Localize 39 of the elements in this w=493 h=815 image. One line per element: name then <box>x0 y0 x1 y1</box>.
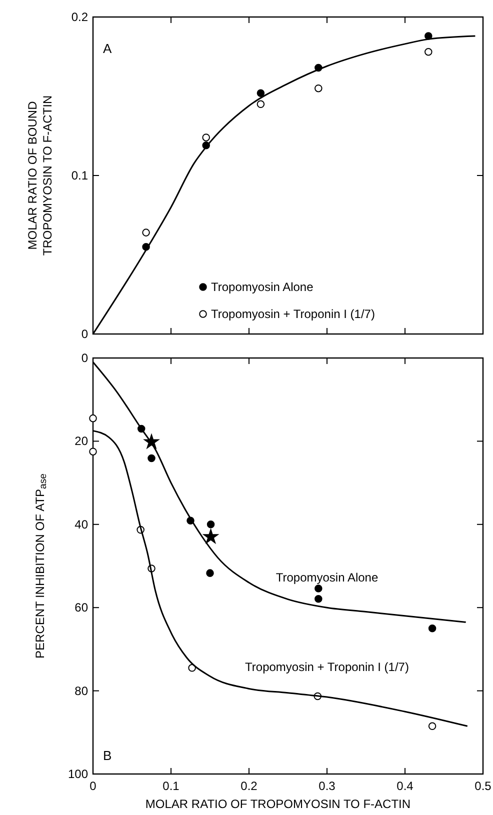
y-tick-label: 0 <box>81 327 88 341</box>
x-tick-label: 0.3 <box>318 779 336 793</box>
point <box>89 414 97 422</box>
point <box>314 84 322 92</box>
annotation: B <box>103 748 112 763</box>
point <box>202 134 210 142</box>
point <box>206 520 215 528</box>
y-tick-label: 80 <box>74 684 88 698</box>
y-tick-label: 60 <box>74 600 88 615</box>
point <box>424 48 432 56</box>
point <box>203 529 218 544</box>
series-label: Tropomyosin + Troponin I (1/7) <box>245 660 409 674</box>
legend-label: Tropomyosin Alone <box>211 280 314 294</box>
y-tick-label: 40 <box>74 517 88 532</box>
point <box>89 448 97 456</box>
y-tick-label: 20 <box>74 434 88 448</box>
point <box>314 584 322 592</box>
y-tick-label: 100 <box>68 767 88 781</box>
x-axis-title: MOLAR RATIO OF TROPOMYOSIN TO F-ACTIN <box>145 797 411 811</box>
point <box>314 594 322 603</box>
legend-label: Tropomyosin + Troponin I (1/7) <box>211 307 375 321</box>
x-tick-label: 0.4 <box>396 779 414 793</box>
point <box>142 228 150 236</box>
point <box>428 722 436 730</box>
point <box>428 624 436 632</box>
y-tick-label: 0.2 <box>71 10 88 24</box>
y-tick-label: 0.1 <box>71 168 88 182</box>
point <box>256 100 265 108</box>
point <box>148 454 156 462</box>
x-tick-label: 0.1 <box>162 779 180 793</box>
point <box>256 89 265 97</box>
point <box>206 569 214 577</box>
y-axis-title: MOLAR RATIO OF BOUND TROPOMYOSIN TO F-ACTIN <box>26 95 54 256</box>
y-tick-label: 0 <box>81 351 88 365</box>
series-label: Tropomyosin Alone <box>276 570 378 585</box>
x-tick-label: 0.5 <box>474 779 492 793</box>
x-tick-label: 0 <box>90 779 97 793</box>
x-tick-label: 0.2 <box>240 779 258 793</box>
annotation: A <box>103 41 112 56</box>
